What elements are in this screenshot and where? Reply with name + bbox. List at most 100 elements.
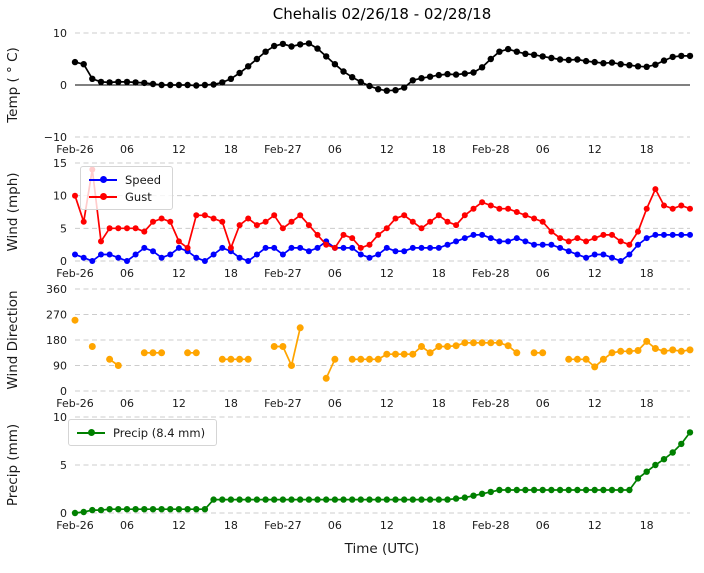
data-point	[245, 215, 252, 222]
series-speed	[72, 231, 693, 264]
data-point	[401, 84, 408, 91]
data-point	[175, 238, 182, 245]
data-point	[686, 429, 694, 436]
data-point	[322, 374, 330, 382]
data-point	[617, 486, 624, 494]
data-point	[219, 218, 226, 225]
data-point	[487, 235, 494, 242]
data-point	[132, 251, 139, 258]
data-point	[124, 225, 130, 232]
precip-legend: Precip (8.4 mm)	[68, 419, 218, 446]
data-point	[435, 244, 442, 251]
data-point	[591, 58, 598, 66]
data-point	[271, 42, 278, 50]
data-point	[279, 40, 287, 48]
series-wind-direction	[71, 316, 694, 382]
data-point	[201, 506, 209, 513]
y-tick-label: 0	[60, 79, 67, 92]
x-tick-label: Feb-28	[472, 143, 509, 156]
data-point	[617, 258, 624, 264]
data-point	[271, 244, 278, 251]
data-point	[140, 349, 148, 357]
series-line	[74, 234, 690, 262]
precip-legend-label: Precip (8.4 mm)	[113, 425, 206, 440]
x-tick-label: 06	[536, 397, 550, 410]
data-point	[513, 48, 520, 55]
data-point	[504, 342, 512, 350]
data-point	[426, 496, 434, 503]
x-tick-label: 12	[380, 143, 394, 156]
data-point	[219, 496, 226, 503]
data-point	[651, 345, 659, 352]
data-point	[418, 496, 425, 503]
data-point	[418, 343, 425, 350]
data-point	[375, 251, 382, 258]
data-point	[556, 486, 564, 494]
data-point	[661, 202, 667, 209]
data-point	[392, 215, 399, 222]
data-point	[678, 52, 685, 60]
data-point	[409, 496, 416, 503]
data-point	[496, 48, 503, 55]
y-tick-label: 5	[60, 459, 67, 472]
data-point	[677, 347, 685, 355]
data-point	[305, 248, 312, 255]
data-point	[409, 350, 417, 358]
data-point	[366, 355, 373, 363]
data-point	[461, 339, 469, 347]
x-tick-label: 12	[380, 267, 394, 280]
data-point	[106, 79, 113, 86]
chart-title: Chehalis 02/26/18 - 02/28/18	[272, 5, 492, 23]
data-point	[522, 238, 529, 245]
data-point	[504, 486, 512, 494]
data-point	[565, 248, 572, 255]
data-point	[340, 244, 347, 251]
data-point	[348, 355, 356, 363]
x-tick-label: 18	[432, 519, 446, 532]
data-point	[383, 244, 390, 251]
x-tick-label: 18	[640, 267, 654, 280]
data-point	[193, 212, 200, 219]
series-temp	[71, 40, 694, 94]
data-point	[626, 61, 633, 69]
data-point	[617, 347, 625, 355]
data-point	[392, 350, 399, 358]
data-point	[88, 343, 96, 350]
x-tick-label: 18	[640, 143, 654, 156]
data-point	[184, 506, 191, 513]
data-point	[158, 506, 165, 513]
data-point	[652, 61, 659, 68]
data-point	[158, 81, 165, 89]
x-tick-label: Feb-27	[264, 143, 301, 156]
data-point	[323, 241, 330, 248]
data-point	[574, 56, 581, 63]
data-point	[669, 205, 676, 212]
data-point	[487, 202, 494, 209]
data-point	[548, 486, 555, 494]
data-point	[530, 349, 538, 357]
data-point	[340, 496, 347, 503]
data-point	[288, 218, 295, 225]
x-tick-label: 18	[224, 519, 238, 532]
data-point	[150, 248, 156, 255]
data-point	[357, 355, 365, 363]
data-point	[470, 339, 477, 347]
data-point	[323, 53, 330, 60]
data-point	[383, 225, 390, 232]
data-point	[565, 56, 572, 64]
data-point	[297, 212, 304, 219]
data-point	[426, 349, 434, 357]
x-tick-label: 06	[328, 267, 342, 280]
data-point	[600, 60, 607, 67]
data-point	[418, 75, 425, 82]
data-point	[582, 355, 590, 363]
data-point	[357, 496, 364, 503]
data-point	[271, 496, 278, 503]
data-point	[608, 486, 616, 494]
data-point	[175, 81, 183, 89]
data-point	[669, 231, 676, 238]
data-point	[210, 81, 217, 88]
data-point	[201, 258, 208, 264]
data-point	[123, 78, 131, 86]
data-point	[340, 231, 347, 238]
